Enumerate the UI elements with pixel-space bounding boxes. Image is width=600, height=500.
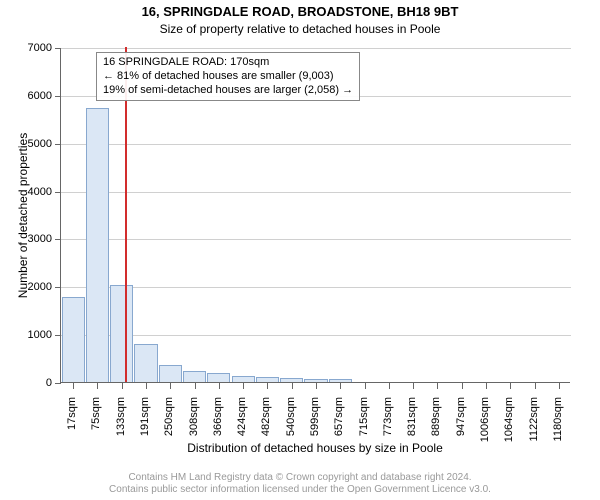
xtick [510,383,511,389]
xtick [486,383,487,389]
xtick [413,383,414,389]
xtick-label: 308sqm [188,397,200,447]
xtick [535,383,536,389]
xtick-label: 889sqm [430,397,442,447]
footer: Contains HM Land Registry data © Crown c… [0,472,600,496]
ytick [55,96,61,97]
histogram-bar [256,377,279,382]
xtick-label: 657sqm [333,397,345,447]
xtick-label: 1180sqm [552,397,564,447]
histogram-bar [134,344,157,382]
xtick-label: 133sqm [115,397,127,447]
xtick-label: 540sqm [285,397,297,447]
ytick [55,48,61,49]
annotation-line3: 19% of semi-detached houses are larger (… [103,84,353,98]
ytick-label: 5000 [0,138,52,150]
annotation-box: 16 SPRINGDALE ROAD: 170sqm ← 81% of deta… [96,52,360,101]
xtick-label: 831sqm [406,397,418,447]
histogram-bar [183,371,206,382]
annotation-line2: ← 81% of detached houses are smaller (9,… [103,70,353,84]
xtick-label: 715sqm [358,397,370,447]
xtick-label: 947sqm [455,397,467,447]
xtick [292,383,293,389]
ytick [55,239,61,240]
xtick-label: 250sqm [163,397,175,447]
xtick [389,383,390,389]
histogram-bar [159,365,182,382]
xtick [97,383,98,389]
xtick-label: 75sqm [90,397,102,447]
chart-container: 16, SPRINGDALE ROAD, BROADSTONE, BH18 9B… [0,0,600,500]
xtick [462,383,463,389]
histogram-bar [329,379,352,382]
ytick [55,335,61,336]
ytick [55,192,61,193]
gridline [61,48,571,49]
histogram-bar [304,379,327,382]
histogram-bar [280,378,303,382]
xtick [73,383,74,389]
gridline [61,192,571,193]
xtick [219,383,220,389]
xtick-label: 599sqm [309,397,321,447]
footer-line2: Contains public sector information licen… [0,484,600,496]
histogram-bar [62,297,85,382]
xtick-label: 773sqm [382,397,394,447]
chart-subtitle: Size of property relative to detached ho… [0,22,600,36]
gridline [61,335,571,336]
xtick [122,383,123,389]
chart-title: 16, SPRINGDALE ROAD, BROADSTONE, BH18 9B… [0,4,600,19]
ytick-label: 7000 [0,42,52,54]
xtick [559,383,560,389]
xtick-label: 1122sqm [528,397,540,447]
xtick [195,383,196,389]
xtick-label: 1064sqm [503,397,515,447]
xtick [340,383,341,389]
xtick-label: 17sqm [66,397,78,447]
gridline [61,287,571,288]
xtick-label: 191sqm [139,397,151,447]
histogram-bar [207,373,230,382]
xtick-label: 366sqm [212,397,224,447]
ytick [55,144,61,145]
xtick-label: 482sqm [260,397,272,447]
ytick-label: 2000 [0,281,52,293]
histogram-bar [86,108,109,382]
ytick-label: 1000 [0,329,52,341]
ytick-label: 3000 [0,233,52,245]
xtick-label: 424sqm [236,397,248,447]
ytick-label: 6000 [0,90,52,102]
ytick [55,287,61,288]
histogram-bar [232,376,255,382]
footer-line1: Contains HM Land Registry data © Crown c… [0,472,600,484]
gridline [61,144,571,145]
xtick [316,383,317,389]
xtick-label: 1006sqm [479,397,491,447]
gridline [61,239,571,240]
ytick-label: 0 [0,377,52,389]
annotation-line1: 16 SPRINGDALE ROAD: 170sqm [103,56,353,70]
xtick [437,383,438,389]
xtick [170,383,171,389]
xtick [243,383,244,389]
xtick [365,383,366,389]
ytick-label: 4000 [0,186,52,198]
ytick [55,383,61,384]
xtick [146,383,147,389]
histogram-bar [110,285,133,382]
xtick [267,383,268,389]
